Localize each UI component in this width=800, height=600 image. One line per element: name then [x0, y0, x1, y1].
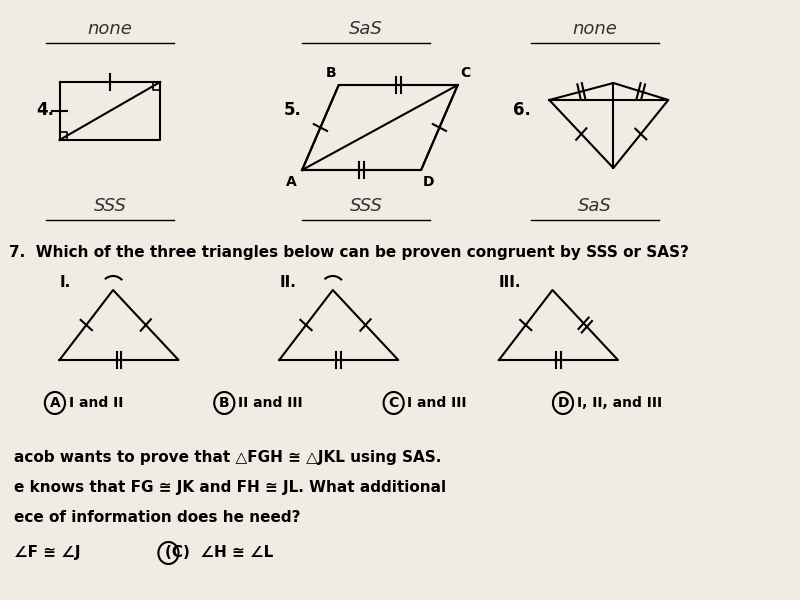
- Text: e knows that FG ≅ JK and FH ≅ JL. What additional: e knows that FG ≅ JK and FH ≅ JL. What a…: [14, 480, 446, 495]
- Text: B: B: [219, 396, 230, 410]
- Text: SSS: SSS: [94, 197, 126, 215]
- Text: D: D: [422, 175, 434, 189]
- Text: 6.: 6.: [513, 101, 530, 119]
- Text: III.: III.: [499, 275, 522, 290]
- Text: 7.  Which of the three triangles below can be proven congruent by SSS or SAS?: 7. Which of the three triangles below ca…: [9, 245, 689, 260]
- Text: ∠F ≅ ∠J: ∠F ≅ ∠J: [14, 545, 80, 560]
- Text: I.: I.: [59, 275, 70, 290]
- Text: II and III: II and III: [238, 396, 302, 410]
- Text: 4.: 4.: [37, 101, 54, 119]
- Text: I, II, and III: I, II, and III: [577, 396, 662, 410]
- Text: D: D: [558, 396, 569, 410]
- Text: C: C: [389, 396, 398, 410]
- Text: I and III: I and III: [407, 396, 467, 410]
- Text: 5.: 5.: [284, 101, 302, 119]
- Text: I and II: I and II: [69, 396, 123, 410]
- Text: SaS: SaS: [578, 197, 612, 215]
- Text: C: C: [460, 66, 470, 80]
- Text: II.: II.: [279, 275, 296, 290]
- Text: B: B: [326, 66, 337, 80]
- Text: SaS: SaS: [350, 20, 383, 38]
- Text: A: A: [286, 175, 297, 189]
- Text: SSS: SSS: [350, 197, 382, 215]
- Text: A: A: [50, 396, 60, 410]
- Text: none: none: [573, 20, 618, 38]
- Text: none: none: [87, 20, 132, 38]
- Text: ece of information does he need?: ece of information does he need?: [14, 510, 300, 525]
- Text: (C)  ∠H ≅ ∠L: (C) ∠H ≅ ∠L: [165, 545, 273, 560]
- Text: acob wants to prove that △FGH ≅ △JKL using SAS.: acob wants to prove that △FGH ≅ △JKL usi…: [14, 450, 441, 465]
